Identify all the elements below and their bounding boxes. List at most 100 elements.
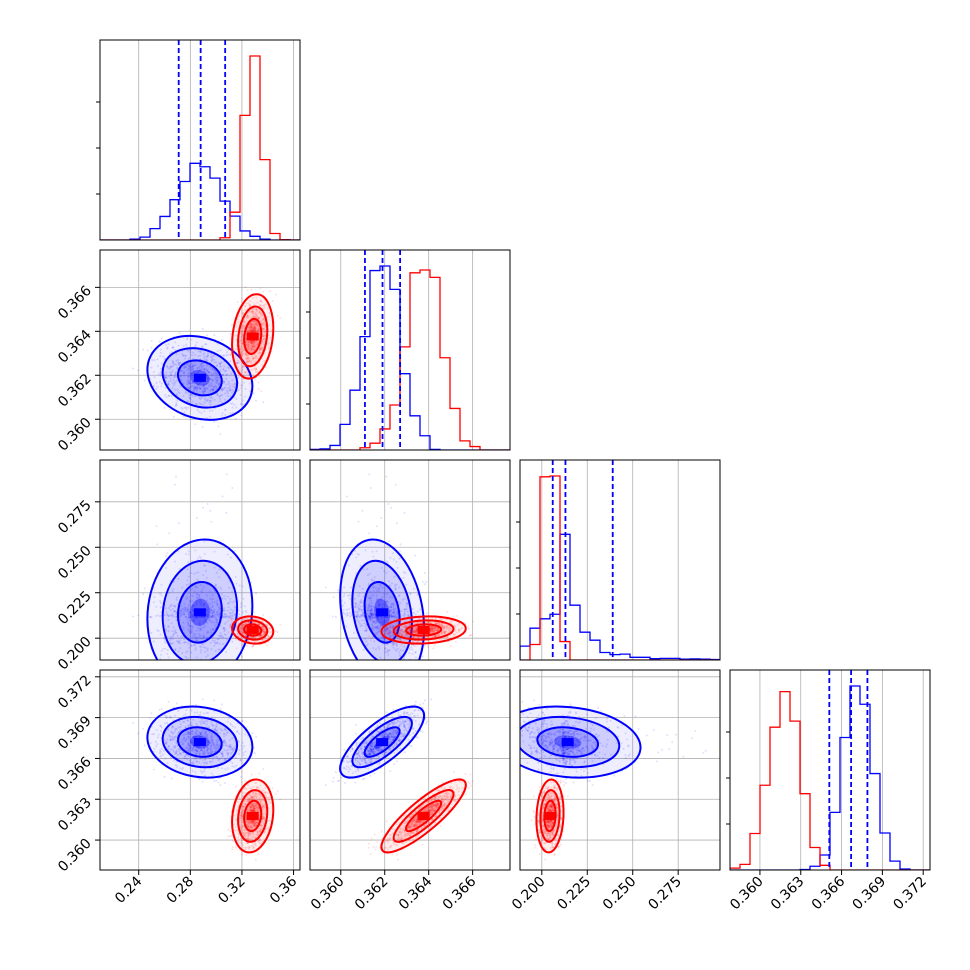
sample-point bbox=[268, 312, 271, 315]
sample-point bbox=[156, 365, 159, 368]
sample-point bbox=[368, 596, 371, 599]
sample-point bbox=[171, 590, 174, 593]
sample-point bbox=[249, 323, 252, 326]
sample-point bbox=[255, 324, 258, 327]
sample-point bbox=[389, 626, 392, 629]
sample-point bbox=[196, 409, 199, 412]
sample-point bbox=[226, 373, 229, 376]
sample-point bbox=[345, 614, 348, 617]
sample-point bbox=[225, 621, 228, 624]
sample-point bbox=[262, 639, 265, 642]
sample-point bbox=[150, 616, 153, 619]
sample-point bbox=[232, 390, 235, 393]
sample-point bbox=[373, 620, 376, 623]
sample-point bbox=[263, 330, 266, 333]
sample-point bbox=[399, 663, 401, 665]
sample-point bbox=[244, 286, 247, 289]
sample-point bbox=[200, 626, 203, 629]
sample-point bbox=[187, 622, 190, 625]
sample-point bbox=[199, 369, 202, 372]
sample-point bbox=[211, 368, 214, 371]
sample-point bbox=[197, 383, 200, 386]
sample-point bbox=[224, 408, 227, 411]
sample-point bbox=[375, 525, 378, 528]
sample-point bbox=[172, 626, 175, 629]
sample-point bbox=[210, 360, 213, 363]
sample-point bbox=[188, 629, 191, 632]
sample-point bbox=[210, 598, 213, 601]
sample-point bbox=[228, 389, 231, 392]
sample-point bbox=[166, 613, 169, 616]
sample-point bbox=[252, 368, 255, 371]
sample-point bbox=[266, 623, 269, 626]
sample-point bbox=[175, 401, 178, 404]
sample-point bbox=[241, 329, 244, 332]
sample-point bbox=[165, 611, 168, 614]
sample-point bbox=[199, 651, 202, 654]
sample-point bbox=[256, 323, 259, 326]
sample-point bbox=[256, 344, 259, 347]
sample-point bbox=[200, 591, 203, 594]
sample-point bbox=[343, 586, 346, 589]
sample-point bbox=[262, 327, 265, 330]
sample-point bbox=[202, 604, 205, 607]
sample-point bbox=[210, 359, 213, 362]
sample-point bbox=[399, 543, 402, 546]
sample-point bbox=[194, 703, 197, 706]
sample-point bbox=[173, 363, 176, 366]
sample-point bbox=[260, 300, 263, 303]
sample-point bbox=[367, 635, 370, 638]
sample-point bbox=[240, 627, 243, 630]
sample-point bbox=[214, 378, 217, 381]
sample-point bbox=[261, 305, 264, 308]
sample-point bbox=[183, 367, 186, 370]
sample-point bbox=[210, 609, 213, 612]
sample-point bbox=[253, 303, 256, 306]
sample-point bbox=[203, 401, 206, 404]
sample-point bbox=[399, 629, 402, 632]
sample-point bbox=[361, 608, 364, 611]
sample-point bbox=[331, 615, 334, 618]
sample-point bbox=[167, 394, 170, 397]
sample-point bbox=[167, 367, 170, 370]
sample-point bbox=[419, 608, 422, 611]
sample-point bbox=[378, 603, 381, 606]
sample-point bbox=[171, 607, 174, 610]
sample-point bbox=[250, 342, 253, 345]
sample-point bbox=[241, 342, 244, 345]
sample-point bbox=[259, 348, 262, 351]
sample-point bbox=[234, 353, 237, 356]
sample-point bbox=[240, 335, 243, 338]
sample-point bbox=[374, 622, 377, 625]
sample-point bbox=[260, 313, 263, 316]
sample-point bbox=[194, 648, 197, 651]
sample-point bbox=[201, 385, 204, 388]
sample-point bbox=[392, 615, 395, 618]
panel-content bbox=[132, 698, 282, 861]
sample-point bbox=[229, 360, 232, 363]
sample-point bbox=[398, 616, 401, 619]
sample-point bbox=[354, 602, 357, 605]
sample-point bbox=[250, 310, 253, 313]
sample-point bbox=[177, 550, 180, 553]
sample-point bbox=[227, 602, 230, 605]
sample-point bbox=[191, 619, 194, 622]
sample-point bbox=[159, 370, 162, 373]
sample-point bbox=[372, 594, 375, 597]
sample-point bbox=[276, 314, 279, 317]
sample-point bbox=[181, 625, 184, 628]
sample-point bbox=[379, 624, 382, 627]
sample-point bbox=[159, 633, 162, 636]
sample-point bbox=[255, 315, 258, 318]
sample-point bbox=[240, 414, 243, 417]
sample-point bbox=[175, 702, 178, 705]
sample-point bbox=[218, 642, 221, 645]
sample-point bbox=[243, 605, 246, 608]
sample-point bbox=[226, 595, 229, 598]
sample-point bbox=[206, 387, 209, 390]
sample-point bbox=[167, 656, 170, 659]
sample-point bbox=[263, 337, 266, 340]
sample-point bbox=[396, 566, 399, 569]
sample-point bbox=[227, 380, 230, 383]
